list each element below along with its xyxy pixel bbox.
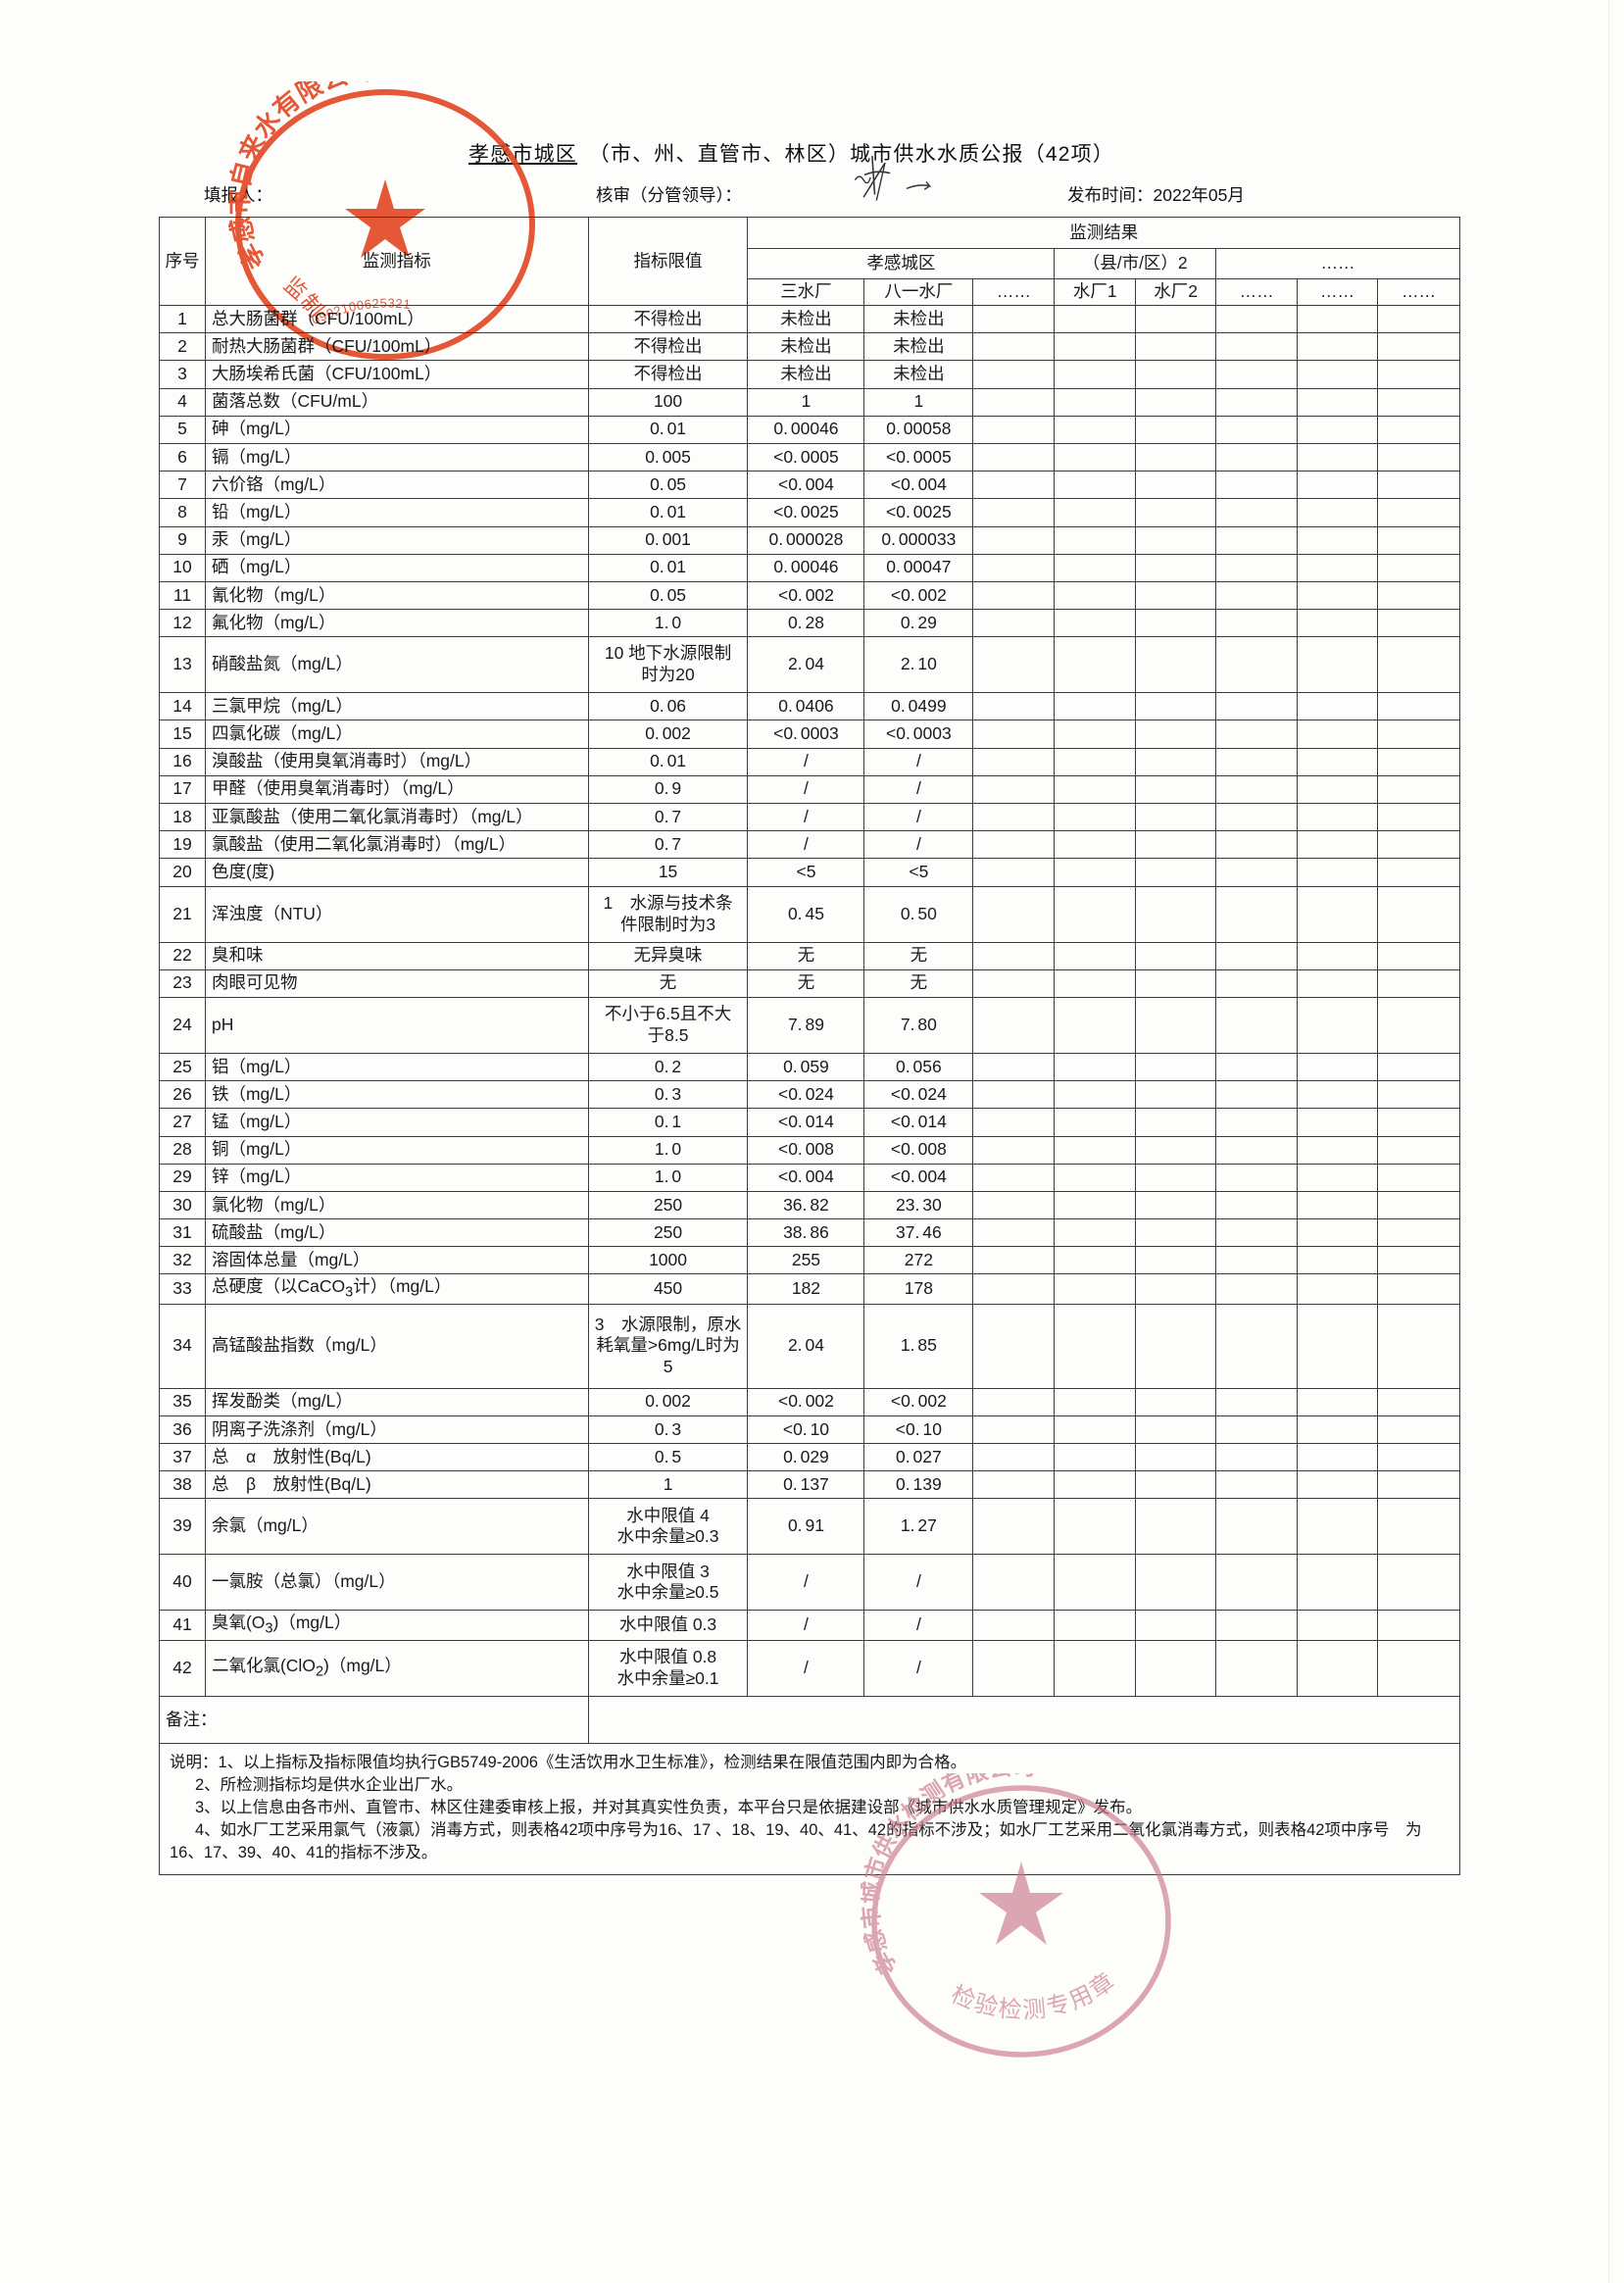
svg-text:检验检测专用章: 检验检测专用章: [947, 1967, 1120, 2024]
